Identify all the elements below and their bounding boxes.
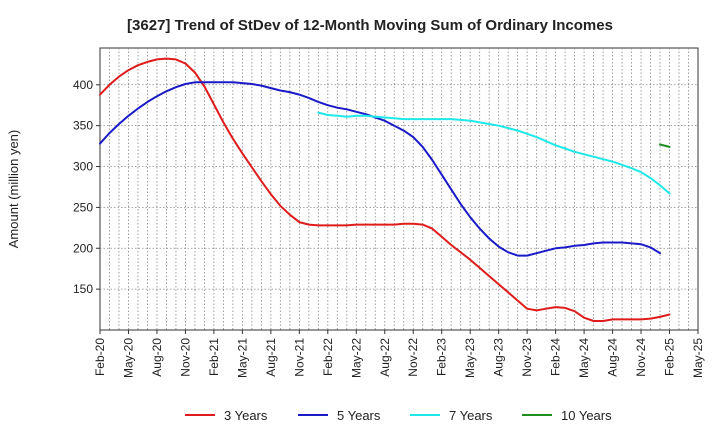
series-line-10-years [659,143,671,148]
x-tick-label: Nov-22 [406,338,420,377]
y-tick-label: 350 [73,119,93,133]
x-tick-label: May-23 [463,338,477,378]
series-line-3-years [99,57,671,322]
legend-item-5-years: 5 Years [298,408,381,423]
y-tick-label: 250 [73,200,93,214]
x-tick-label: Feb-20 [93,338,107,376]
y-tick-label: 150 [73,282,93,296]
x-tick-label: Nov-23 [520,338,534,377]
x-tick-label: Feb-24 [549,338,563,376]
series-lines [99,57,671,322]
x-tick-label: May-22 [349,338,363,378]
x-tick-label: Nov-24 [634,338,648,377]
x-tick-label: May-25 [691,338,705,378]
series-line-7-years [317,111,671,195]
legend-label: 3 Years [224,408,268,423]
y-axis-label: Amount (million yen) [6,130,21,249]
x-tick-label: Aug-21 [264,338,278,377]
x-tick-label: Feb-23 [435,338,449,376]
x-tick-label: May-24 [577,338,591,378]
x-tick-label: Aug-23 [492,338,506,377]
legend-item-3-years: 3 Years [185,408,268,423]
plot-area [99,47,699,331]
x-axis: Feb-20 May-20 Aug-20 Nov-20 Feb-21 May-21 Aug-… [93,330,705,378]
x-tick-label: Feb-25 [663,338,677,376]
y-axis: 150 200 250 300 350 400 [73,78,100,296]
x-tick-label: Aug-24 [606,338,620,377]
legend-item-10-years: 10 Years [522,408,612,423]
legend-label: 5 Years [337,408,381,423]
chart-title: [3627] Trend of StDev of 12-Month Moving… [127,17,613,34]
x-tick-label: May-21 [235,338,249,378]
grid-lines [100,48,698,330]
x-tick-label: Aug-20 [150,338,164,377]
legend-label: 7 Years [449,408,493,423]
x-tick-label: May-20 [121,338,135,378]
legend-label: 10 Years [561,408,612,423]
legend: 3 Years 5 Years 7 Years 10 Years [185,408,612,423]
y-tick-label: 400 [73,78,93,92]
x-tick-label: Feb-21 [207,338,221,376]
y-tick-label: 200 [73,241,93,255]
x-tick-label: Feb-22 [321,338,335,376]
y-tick-label: 300 [73,160,93,174]
x-tick-label: Aug-22 [378,338,392,377]
series-line-5-years [99,81,661,257]
legend-item-7-years: 7 Years [410,408,493,423]
x-tick-label: Nov-21 [292,338,306,377]
x-tick-label: Nov-20 [178,338,192,377]
